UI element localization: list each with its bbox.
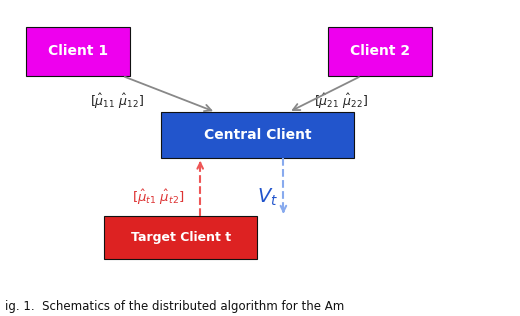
Text: ig. 1.  Schematics of the distributed algorithm for the Am: ig. 1. Schematics of the distributed alg… bbox=[5, 300, 344, 313]
FancyBboxPatch shape bbox=[328, 27, 432, 76]
FancyBboxPatch shape bbox=[26, 27, 130, 76]
Text: $[\hat{\mu}_{21}\ \hat{\mu}_{22}]$: $[\hat{\mu}_{21}\ \hat{\mu}_{22}]$ bbox=[314, 92, 368, 111]
Text: $[\hat{\mu}_{11}\ \hat{\mu}_{12}]$: $[\hat{\mu}_{11}\ \hat{\mu}_{12}]$ bbox=[90, 92, 144, 111]
Text: $V_t$: $V_t$ bbox=[257, 187, 278, 208]
FancyBboxPatch shape bbox=[104, 216, 257, 259]
FancyBboxPatch shape bbox=[161, 112, 354, 158]
Text: Central Client: Central Client bbox=[204, 128, 311, 142]
Text: Client 2: Client 2 bbox=[349, 44, 410, 58]
Text: Client 1: Client 1 bbox=[48, 44, 108, 58]
Text: Target Client t: Target Client t bbox=[131, 231, 231, 244]
Text: $[\hat{\mu}_{t1}\ \hat{\mu}_{t2}]$: $[\hat{\mu}_{t1}\ \hat{\mu}_{t2}]$ bbox=[133, 188, 185, 207]
